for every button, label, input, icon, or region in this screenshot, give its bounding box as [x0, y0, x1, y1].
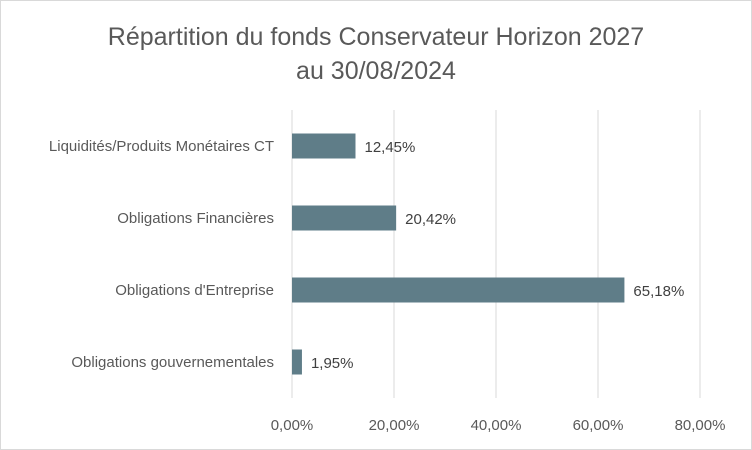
- data-label: 65,18%: [633, 283, 684, 300]
- x-tick-label: 80,00%: [675, 417, 726, 434]
- data-label: 1,95%: [311, 355, 354, 372]
- bar: [292, 133, 356, 159]
- x-tick-label: 0,00%: [271, 417, 314, 434]
- data-label: 20,42%: [405, 211, 456, 228]
- category-label: Obligations Financières: [117, 210, 274, 227]
- chart-title: Répartition du fonds Conservateur Horizo…: [0, 20, 752, 88]
- category-label: Obligations d'Entreprise: [115, 282, 274, 299]
- chart-title-line2: au 30/08/2024: [296, 57, 456, 85]
- x-tick-label: 60,00%: [573, 417, 624, 434]
- x-tick-label: 40,00%: [471, 417, 522, 434]
- bar: [292, 349, 302, 375]
- category-label: Liquidités/Produits Monétaires CT: [49, 138, 274, 155]
- category-label: Obligations gouvernementales: [71, 354, 274, 371]
- bar: [292, 277, 625, 303]
- x-tick-label: 20,00%: [369, 417, 420, 434]
- data-label: 12,45%: [364, 139, 415, 156]
- bar: [292, 205, 397, 231]
- chart-title-line1: Répartition du fonds Conservateur Horizo…: [107, 23, 645, 51]
